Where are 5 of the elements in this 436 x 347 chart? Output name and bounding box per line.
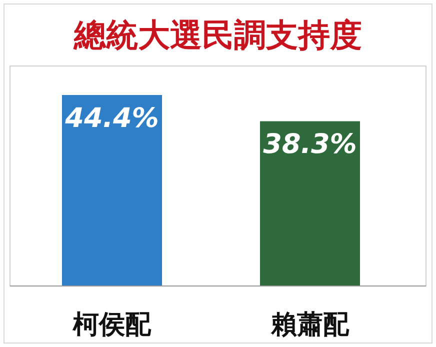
chart-title: 總統大選民調支持度 [73,16,362,54]
data-label: 44.4% [64,103,159,134]
data-label: 38.3% [263,129,357,160]
x-tick-label: 柯侯配 [72,310,152,340]
x-tick-label: 賴蕭配 [270,310,350,340]
